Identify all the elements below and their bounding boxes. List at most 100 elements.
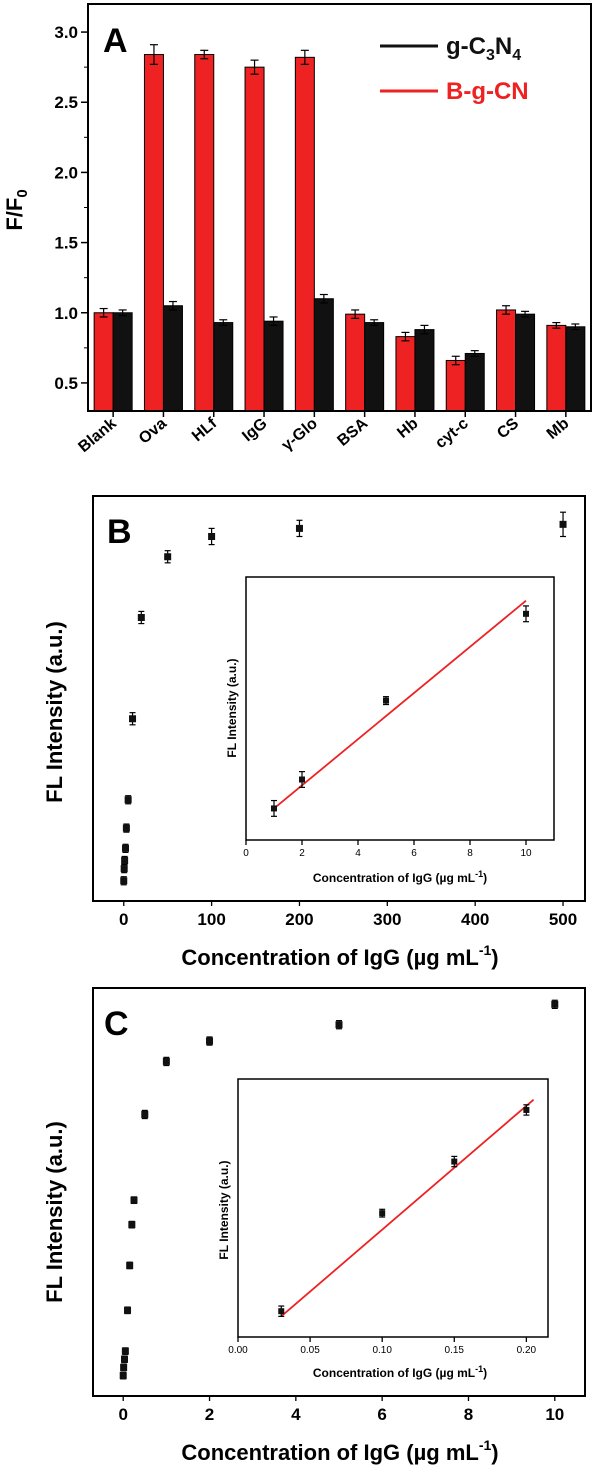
panel-c-inset-x-ticks: 0.00 0.05 0.10 0.15 0.20 — [228, 1337, 537, 1356]
data-point — [299, 776, 305, 783]
x-tick-label: 0.10 — [372, 1345, 392, 1356]
panel-c-x-label: Concentration of IgG (µg mL-1) — [181, 1437, 498, 1465]
data-point — [379, 1210, 386, 1217]
x-tick-label: 0 — [118, 1405, 127, 1424]
y-tick-label: 3.0 — [54, 23, 78, 42]
x-tick-label: 200 — [285, 910, 313, 929]
data-point — [137, 614, 145, 621]
data-point — [126, 1261, 134, 1269]
bar-g-c3n4-2 — [213, 322, 234, 412]
panel-b-x-label: Concentration of IgG (µg mL-1) — [181, 942, 498, 970]
y-tick-label: 2.0 — [54, 163, 78, 182]
panel-c-inset-points — [278, 1098, 535, 1318]
data-point — [124, 796, 132, 804]
panel-b-inset-x-ticks: 0 2 4 6 8 10 — [243, 840, 532, 859]
x-tick-label: 300 — [373, 910, 401, 929]
x-tick-label: Ova — [136, 415, 170, 448]
panel-c-inset-x-label: Concentration of IgG (µg mL-1) — [313, 1364, 487, 1380]
data-point — [162, 1057, 170, 1065]
x-tick-label: 100 — [197, 910, 225, 929]
data-point — [121, 1347, 129, 1355]
data-point — [335, 1021, 343, 1029]
bar-b-g-cn-3 — [244, 66, 265, 412]
data-point — [120, 865, 128, 873]
data-point — [295, 524, 303, 532]
bar-g-c3n4-8 — [515, 313, 536, 412]
x-tick-label: 0.00 — [228, 1345, 248, 1356]
bar-g-c3n4-5 — [364, 322, 385, 412]
x-tick-label: 8 — [467, 848, 473, 859]
bar-b-g-cn-6 — [395, 336, 416, 412]
x-tick-label: Blank — [75, 415, 119, 456]
fit-line — [273, 599, 527, 810]
x-tick-label: CS — [494, 415, 522, 443]
panel-a-y-label: F/F0 — [2, 189, 31, 230]
x-tick-label: Mb — [544, 415, 573, 443]
bar-b-g-cn-9 — [546, 324, 567, 412]
data-point — [120, 877, 128, 885]
x-tick-label: 400 — [461, 910, 489, 929]
panel-b: 0 100 200 300 400 500 B FL Intensity (a.u.) C… — [42, 495, 586, 970]
bar-g-c3n4-3 — [263, 320, 284, 412]
data-point — [120, 1363, 128, 1371]
x-tick-label: 6 — [411, 848, 417, 859]
x-tick-label: 0 — [119, 910, 128, 929]
data-point — [523, 1106, 530, 1113]
data-point — [278, 1308, 285, 1315]
panel-b-letter: B — [107, 513, 132, 551]
x-tick-label: IgG — [239, 415, 270, 445]
x-tick-label: 2 — [299, 848, 305, 859]
data-point — [164, 553, 172, 561]
panel-c: 0 2 4 6 8 10 C FL Intensity (a.u.) Concentrat… — [42, 987, 586, 1465]
x-tick-label: 8 — [464, 1405, 473, 1424]
data-point — [383, 697, 389, 704]
bar-g-c3n4-6 — [414, 329, 435, 412]
x-tick-label: 0 — [243, 848, 249, 859]
data-point — [119, 1372, 127, 1380]
x-tick-label: 0.15 — [445, 1345, 465, 1356]
bar-g-c3n4-0 — [112, 312, 133, 412]
x-tick-label: 6 — [377, 1405, 386, 1424]
bar-b-g-cn-4 — [294, 56, 315, 412]
x-tick-label: 10 — [520, 848, 532, 859]
panel-a-legend: g-C3N4 B-g-CN — [380, 33, 529, 105]
data-point — [206, 1037, 214, 1045]
panel-c-x-ticks: 0 2 4 6 8 10 — [118, 1396, 564, 1424]
x-tick-label: 4 — [291, 1405, 301, 1424]
x-tick-label: 0.20 — [517, 1345, 537, 1356]
x-tick-label: 500 — [549, 910, 577, 929]
panel-c-y-label: FL Intensity (a.u.) — [42, 1121, 67, 1303]
y-tick-label: 2.5 — [54, 93, 78, 112]
panel-b-inset-x-label: Concentration of IgG (µg mL-1) — [313, 869, 487, 885]
data-point — [121, 1355, 129, 1363]
x-tick-label: 10 — [545, 1405, 564, 1424]
panel-c-frame — [92, 987, 586, 1397]
bar-b-g-cn-7 — [445, 359, 466, 412]
data-point — [523, 610, 529, 617]
x-tick-label: BSA — [334, 415, 371, 450]
legend-label-g-c3n4: g-C3N4 — [446, 33, 521, 64]
data-point — [128, 1221, 136, 1229]
panel-b-inset-points — [271, 599, 529, 817]
x-tick-label: γ-Glo — [279, 415, 321, 454]
x-tick-label: 0.05 — [300, 1345, 320, 1356]
bar-b-g-cn-5 — [345, 313, 366, 412]
x-tick-label: Hb — [394, 415, 421, 442]
bar-b-g-cn-1 — [143, 54, 164, 412]
data-point — [122, 844, 130, 852]
panel-c-points — [119, 999, 559, 1380]
bar-g-c3n4-9 — [565, 326, 586, 412]
bar-g-c3n4-1 — [162, 305, 183, 412]
bar-g-c3n4-7 — [464, 352, 485, 412]
x-tick-label: 4 — [355, 848, 361, 859]
bar-g-c3n4-4 — [313, 298, 334, 412]
bar-b-g-cn-8 — [496, 309, 517, 412]
panel-b-frame — [92, 495, 586, 902]
data-point — [271, 805, 277, 812]
data-point — [141, 1110, 149, 1118]
data-point — [451, 1158, 458, 1165]
x-tick-label: HLf — [189, 415, 221, 446]
x-tick-label: 2 — [205, 1405, 214, 1424]
data-point — [208, 533, 216, 540]
